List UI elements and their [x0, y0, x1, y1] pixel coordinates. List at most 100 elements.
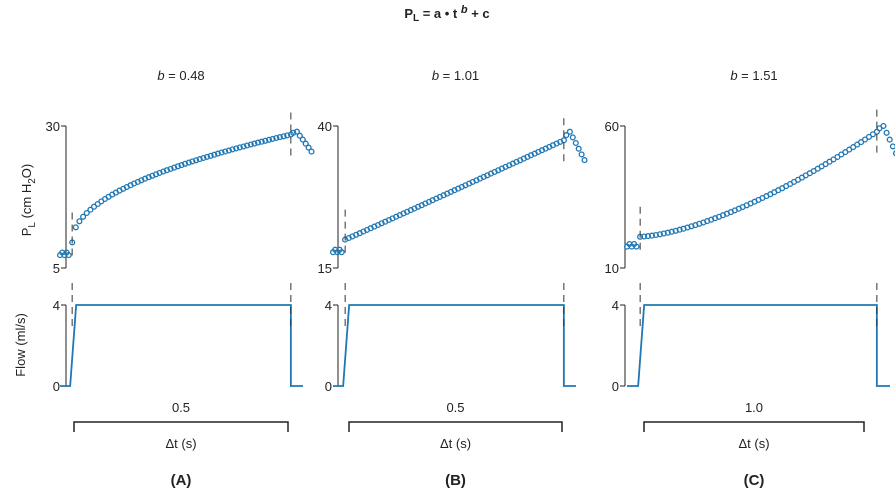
eq-base: P	[404, 6, 413, 21]
pressure-point	[218, 149, 225, 156]
pressure-point	[889, 143, 895, 150]
pressure-point	[305, 144, 312, 151]
pressure-tick-label-bottom: 5	[53, 261, 60, 276]
duration-bracket	[348, 421, 563, 432]
pressure-point	[87, 206, 94, 213]
pressure-point	[196, 156, 203, 163]
pressure-point	[182, 160, 189, 167]
pressure-point	[80, 213, 87, 220]
pressure-point	[265, 136, 273, 143]
pressure-point	[145, 174, 152, 181]
pressure-tick-label-top: 40	[318, 119, 332, 134]
duration-label: 0.5	[446, 400, 464, 415]
pressure-point	[193, 157, 200, 164]
ylab-sub2: 2	[27, 178, 38, 184]
pressure-point	[240, 143, 247, 150]
pressure-point	[641, 233, 648, 240]
pressure-point	[258, 138, 265, 145]
x-axis-label: Δt (s)	[165, 436, 196, 451]
flow-tick-label-top: 4	[53, 298, 60, 313]
panel-label: (C)	[744, 472, 765, 489]
pressure-point	[229, 146, 236, 153]
pressure-point	[171, 164, 178, 171]
flow-tick-label-bottom: 0	[325, 379, 332, 394]
pressure-point	[262, 137, 269, 144]
pressure-point	[174, 163, 181, 170]
pressure-point	[189, 158, 196, 165]
panel-3: b = 1.51 60 10 4 0 1.0 Δt (s) (C)	[605, 68, 895, 489]
pressure-point	[167, 165, 174, 172]
pressure-tick-label-top: 30	[46, 119, 60, 134]
pressure-point	[290, 129, 297, 136]
pressure-point	[299, 136, 306, 143]
flow-trace	[333, 304, 576, 387]
b-symbol: b	[432, 68, 439, 83]
pressure-point	[280, 133, 287, 140]
b-value: = 1.51	[738, 68, 778, 83]
pressure-point	[633, 243, 640, 250]
pressure-point	[892, 150, 895, 157]
pressure-point	[83, 209, 90, 217]
flow-trace	[627, 304, 890, 387]
b-symbol: b	[730, 68, 737, 83]
b-value: = 0.48	[165, 68, 205, 83]
pressure-point	[652, 231, 659, 239]
pressure-point	[203, 153, 211, 160]
pressure-point	[160, 168, 167, 175]
flow-tick-label-top: 4	[325, 298, 332, 313]
pressure-point	[569, 134, 576, 141]
b-value: = 1.01	[439, 68, 479, 83]
pressure-point	[656, 231, 663, 238]
pressure-point	[236, 144, 243, 151]
eq-sub: L	[413, 13, 419, 24]
flow-trace	[60, 304, 303, 387]
pressure-point	[581, 157, 588, 164]
pressure-point	[185, 159, 192, 166]
pressure-point	[566, 128, 573, 135]
eq-mid: = a • t	[419, 6, 461, 21]
pressure-point	[222, 148, 229, 155]
panel-1: b = 0.48 30 5 4 0 0.5 Δt (s) (A)	[46, 68, 315, 489]
pressure-point	[648, 232, 656, 239]
eq-exp: b	[461, 4, 468, 16]
pressure-point	[65, 252, 72, 259]
pressure-point	[273, 134, 280, 142]
pressure-point	[644, 233, 652, 240]
eq-tail: + c	[468, 6, 490, 21]
pressure-point	[883, 129, 890, 136]
y-axis-label-pressure: PL (cm H2O)	[19, 164, 38, 237]
pressure-point	[247, 141, 254, 148]
pressure-point	[886, 136, 893, 143]
duration-label: 0.5	[172, 400, 190, 415]
duration-bracket	[643, 421, 865, 432]
flow-tick-label-top: 4	[612, 298, 619, 313]
pressure-point	[572, 139, 579, 147]
flow-tick-label-bottom: 0	[612, 379, 619, 394]
pressure-point	[233, 145, 240, 152]
pressure-point	[284, 132, 291, 139]
ylab-base: P	[19, 228, 34, 237]
ylab-mid: (cm H	[19, 184, 34, 222]
b-value-title: b = 1.01	[432, 68, 479, 83]
pressure-point	[861, 136, 869, 143]
x-axis-label: Δt (s)	[440, 436, 471, 451]
b-symbol: b	[157, 68, 164, 83]
pressure-point	[575, 145, 582, 152]
pressure-tick-label-top: 60	[605, 119, 619, 134]
ylab-tail: O)	[19, 164, 34, 178]
pressure-point	[664, 229, 671, 236]
pressure-point	[211, 151, 218, 158]
pressure-point	[76, 218, 83, 225]
pressure-point	[308, 148, 315, 155]
pressure-point	[296, 132, 303, 139]
pressure-point	[72, 224, 79, 231]
pressure-point	[200, 154, 207, 162]
panel-label: (B)	[445, 472, 466, 489]
x-axis-label: Δt (s)	[738, 436, 769, 451]
pressure-point	[293, 128, 300, 135]
pressure-point	[152, 171, 160, 178]
duration-bracket	[73, 421, 289, 432]
